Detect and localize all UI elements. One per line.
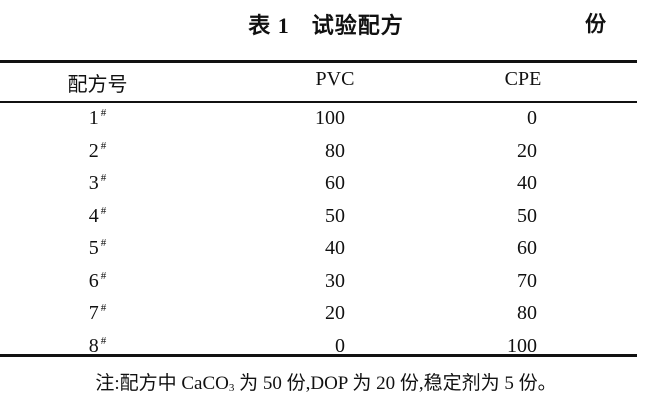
formula-mark: # [100, 334, 107, 347]
cpe-value: 60 [517, 237, 537, 259]
formula-mark: # [100, 139, 107, 152]
cpe-value: 40 [517, 172, 537, 194]
formula-id: 8 [88, 334, 99, 357]
table-label: 表 1 [248, 13, 290, 38]
formula-mark: # [100, 204, 107, 217]
pvc-value: 100 [315, 107, 345, 129]
formula-mark: # [100, 172, 107, 184]
formula-no: 3 # [60, 172, 135, 195]
header-cpe: CPE [504, 68, 542, 90]
pvc-value: 20 [325, 302, 345, 324]
pvc-value: 80 [325, 139, 345, 162]
formula-no: 6 # [60, 270, 135, 293]
formula-id: 6 [88, 269, 99, 292]
pvc-value: 60 [325, 172, 345, 194]
formula-id: 5 [88, 237, 99, 259]
note-text-1: 注:配方中 CaCO [95, 373, 229, 394]
pvc-value: 0 [335, 334, 345, 357]
cpe-value: 100 [507, 334, 537, 357]
formula-no: 4 # [60, 205, 135, 228]
formula-no: 5 # [60, 237, 135, 260]
formula-mark: # [100, 302, 107, 314]
table-row: 1 #100 0 [0, 103, 637, 136]
formula-id: 2 [88, 139, 99, 162]
cpe-value: 0 [527, 107, 537, 129]
cpe-value: 70 [517, 269, 537, 292]
formula-mark: # [100, 269, 107, 282]
table-row: 4 #50 50 [0, 201, 637, 234]
table-row: 8 #0 100 [0, 331, 637, 364]
pvc-value: 50 [325, 204, 345, 227]
header-formula-no: 配方号 [67, 74, 128, 96]
note-text-2: 为 50 份,DOP 为 20 份,稳定剂为 5 份。 [234, 373, 557, 394]
table-row: 5 #40 60 [0, 233, 637, 266]
cpe-value: 50 [517, 204, 537, 227]
table-title: 表 1 试验配方 [0, 8, 652, 40]
formula-id: 7 [88, 302, 99, 324]
table-unit: 份 [585, 12, 606, 36]
top-rule [0, 60, 637, 63]
formula-no: 1 # [60, 107, 135, 130]
formula-no: 7 # [60, 302, 135, 325]
formula-id: 3 [88, 172, 99, 194]
table-row: 7 #20 80 [0, 298, 637, 331]
formula-id: 4 [88, 204, 99, 227]
cpe-value: 80 [517, 302, 537, 324]
header-rule [0, 101, 637, 103]
header-row: 配方号 PVC CPE [0, 64, 637, 97]
cpe-value: 20 [517, 139, 537, 162]
pvc-value: 40 [325, 237, 345, 259]
table-caption: 试验配方 [311, 13, 404, 38]
pvc-value: 30 [325, 269, 345, 292]
bottom-rule [0, 354, 637, 357]
formula-no: 2 # [60, 140, 135, 163]
table-row: 2 #80 20 [0, 136, 637, 169]
table-row: 3 #60 40 [0, 168, 637, 201]
header-pvc: PVC [315, 68, 355, 90]
formula-no: 8 # [60, 335, 135, 358]
table-row: 6 #30 70 [0, 266, 637, 299]
note-subscript: 3 [228, 382, 235, 394]
formula-mark: # [100, 237, 107, 249]
formula-id: 1 [88, 107, 99, 129]
table-note: 注:配方中 CaCO3 为 50 份,DOP 为 20 份,稳定剂为 5 份。 [0, 368, 652, 395]
formula-mark: # [100, 107, 107, 119]
